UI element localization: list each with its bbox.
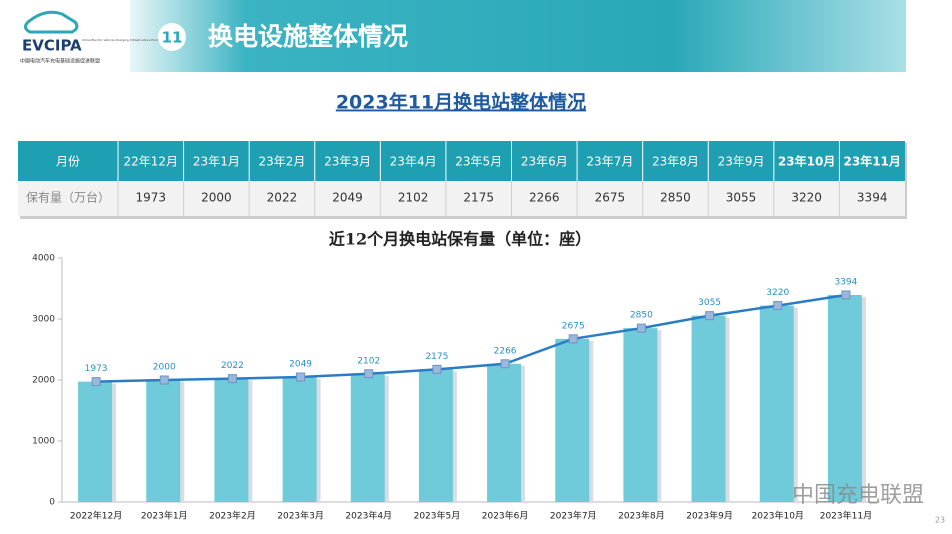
table-cell: 2049 [332, 191, 363, 205]
x-tick-label: 2022年12月 [70, 510, 122, 522]
table-header-cell: 23年7月 [586, 155, 633, 169]
bar [555, 338, 590, 502]
table-header-cell: 23年4月 [390, 155, 437, 169]
line-point [296, 372, 306, 382]
logo-caption: 中国电动汽车充电基础设施促进联盟 [20, 58, 100, 65]
page-number: 23 [935, 516, 945, 525]
x-tick-label: 2023年1月 [141, 510, 188, 522]
bar [418, 369, 453, 502]
line-point [432, 364, 442, 374]
line-point [159, 375, 169, 385]
x-tick-label: 2023年2月 [209, 510, 256, 522]
table-cell: 3220 [791, 191, 822, 205]
table-cell: 2000 [201, 191, 232, 205]
y-tick-label: 3000 [32, 315, 55, 325]
bar [827, 294, 862, 502]
data-label: 2175 [425, 352, 448, 362]
bar [487, 363, 522, 502]
table-header-cell: 23年9月 [718, 155, 765, 169]
data-label: 2266 [494, 346, 517, 356]
table-header-cell: 月份 [56, 155, 80, 169]
x-tick-label: 2023年9月 [686, 510, 733, 522]
data-label: 2675 [562, 321, 585, 331]
y-tick-label: 1000 [32, 437, 55, 447]
table-cell: 2022 [267, 191, 298, 205]
data-label: 2102 [357, 356, 380, 366]
bar [691, 315, 726, 502]
table-cell: 1973 [136, 191, 167, 205]
table-cell: 2175 [463, 191, 494, 205]
x-tick-label: 2023年3月 [277, 510, 324, 522]
table-header-cell: 23年11月 [844, 154, 901, 169]
logo-text: EVCIPA [22, 37, 82, 55]
line-point [705, 311, 715, 321]
data-label: 3220 [766, 288, 789, 298]
table-header-cell: 23年10月 [778, 154, 835, 169]
bar [623, 328, 658, 502]
table-row-bg [18, 181, 905, 216]
x-tick-label: 2023年7月 [550, 510, 597, 522]
bar [146, 380, 181, 502]
y-tick-label: 0 [49, 498, 55, 508]
y-tick-label: 4000 [32, 254, 55, 264]
section-number: 11 [162, 29, 183, 47]
bar [78, 381, 113, 502]
table-header-cell: 23年1月 [193, 155, 240, 169]
table-header-cell: 23年8月 [652, 155, 699, 169]
line-point [364, 369, 374, 379]
table-header-cell: 23年5月 [455, 155, 502, 169]
table-cell: 2850 [660, 191, 691, 205]
line-point [773, 301, 783, 311]
table-header-cell: 23年6月 [521, 155, 568, 169]
bar [282, 377, 317, 502]
table-header-cell: 22年12月 [124, 155, 179, 169]
data-label: 2000 [153, 363, 176, 373]
table-cell: 2675 [595, 191, 626, 205]
line-point [227, 374, 237, 384]
data-label: 2850 [630, 311, 653, 321]
chart-title: 近12个月换电站保有量（单位：座） [329, 230, 591, 249]
table-header-bg [18, 141, 905, 181]
table-cell: 3055 [726, 191, 757, 205]
x-tick-label: 2023年4月 [345, 510, 392, 522]
line-point [91, 377, 101, 387]
data-label: 2022 [221, 361, 244, 371]
x-tick-label: 2023年5月 [414, 510, 461, 522]
line-point [841, 290, 851, 300]
bar [759, 305, 794, 502]
table-cell: 保有量（万台） [26, 190, 110, 205]
data-label: 3394 [834, 277, 857, 287]
section-badge [158, 23, 186, 51]
x-tick-label: 2023年10月 [752, 510, 804, 522]
table-cell: 2102 [398, 191, 429, 205]
x-tick-label: 2023年6月 [482, 510, 529, 522]
table-header-cell: 23年2月 [259, 155, 306, 169]
data-label: 2049 [289, 360, 312, 370]
line-point [636, 323, 646, 333]
x-tick-label: 2023年8月 [618, 510, 665, 522]
logo-icon [23, 10, 79, 34]
table-cell: 2266 [529, 191, 560, 205]
line-point [568, 334, 578, 344]
y-tick-label: 2000 [32, 376, 55, 386]
header-title: 换电设施整体情况 [208, 22, 408, 51]
data-label: 3055 [698, 298, 721, 308]
watermark: 中国充电联盟 [792, 483, 924, 508]
logo-subtitle: China Electric Vehicle Charging Infrastr… [82, 38, 179, 42]
table-cell: 3394 [857, 191, 888, 205]
data-label: 1973 [85, 364, 108, 374]
header-band [130, 0, 906, 72]
line-point [500, 359, 510, 369]
subtitle: 2023年11月换电站整体情况 [336, 91, 586, 114]
bar [350, 373, 385, 502]
line [96, 293, 847, 383]
x-tick-label: 2023年11月 [820, 510, 872, 522]
table-header-cell: 23年3月 [324, 155, 371, 169]
bar [214, 378, 249, 502]
